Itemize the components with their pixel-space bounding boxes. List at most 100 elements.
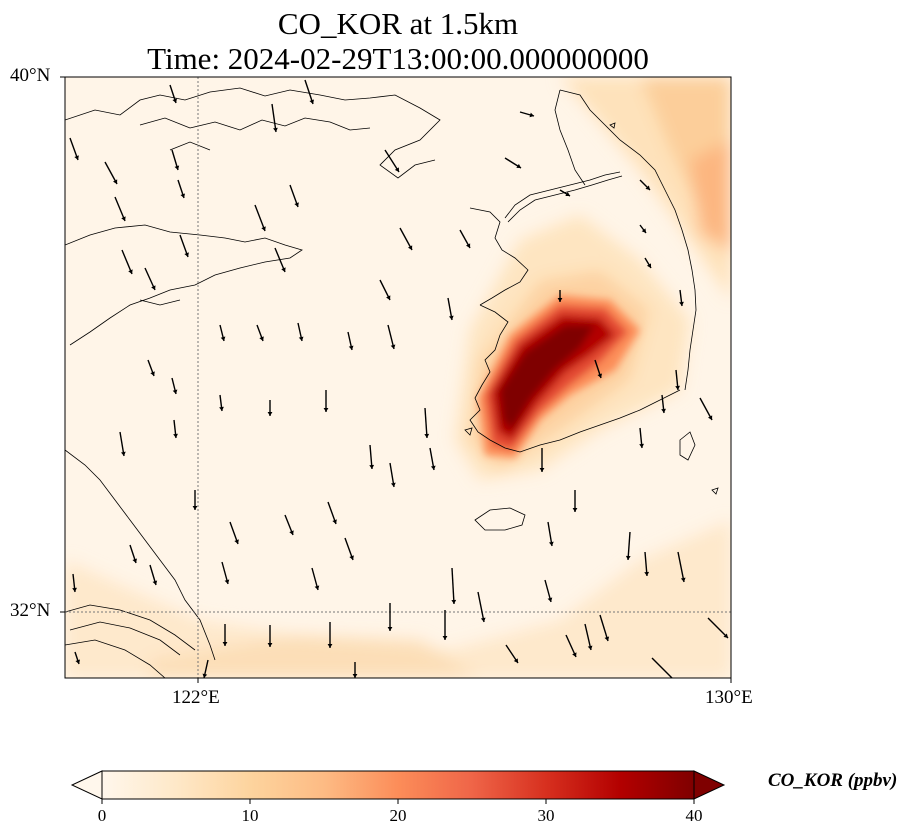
wind-vector: [651, 657, 673, 678]
wind-vector-head: [332, 519, 337, 524]
wind-vector-head: [184, 252, 189, 257]
wind-vector: [584, 623, 592, 651]
wind-vector-head: [267, 643, 273, 647]
wind-vector-head: [407, 245, 413, 250]
colorbar-gradient: [102, 771, 694, 799]
wind-vector-head: [174, 165, 180, 170]
colorbar-tick-20: 20: [389, 806, 407, 825]
wind-vector-head: [679, 301, 684, 306]
wind-vector-head: [539, 468, 545, 472]
wind-vector-head: [314, 585, 320, 590]
wind-vector: [389, 462, 395, 488]
wind-vector-head: [572, 508, 578, 512]
wind-vector-head: [529, 112, 534, 118]
wind-vector-head: [348, 345, 354, 350]
wind-vector-head: [173, 433, 178, 438]
wind-vector-head: [180, 193, 186, 198]
wind-vector: [114, 196, 126, 222]
wind-vector-head: [152, 580, 158, 585]
wind-vector-head: [465, 243, 471, 248]
wind-vector-head: [516, 163, 521, 168]
wind-vector-head: [128, 269, 133, 274]
wind-vector-head: [386, 295, 391, 300]
wind-vector-head: [639, 443, 644, 448]
wind-vector-head: [513, 658, 518, 663]
wind-vector: [119, 431, 125, 457]
wind-vector: [677, 551, 685, 583]
wind-vector: [369, 444, 373, 470]
wind-vector-head: [289, 530, 294, 535]
wind-vector-head: [352, 674, 358, 678]
wind-vector-head: [259, 336, 264, 341]
wind-vector-head: [151, 285, 156, 290]
wind-vector-head: [625, 555, 631, 560]
wind-vector-head: [349, 555, 354, 560]
axis-ticks: [60, 76, 732, 683]
wind-vector-head: [294, 202, 299, 207]
wind-vector-head: [222, 642, 228, 646]
wind-vector: [387, 324, 395, 350]
wind-vector-head: [644, 571, 650, 576]
colorbar-max-extend: [693, 770, 726, 800]
wind-vector-head: [267, 412, 273, 416]
wind-vector-head: [572, 652, 577, 657]
lat-tick-label-32n: 32°N: [10, 600, 51, 621]
wind-vector: [121, 249, 133, 275]
wind-vector-head: [641, 228, 646, 233]
wind-vector-head: [132, 558, 138, 563]
wind-vector-head: [390, 344, 396, 349]
wind-vector-head: [323, 408, 329, 412]
wind-vector-head: [369, 464, 375, 469]
lon-tick-label-122e: 122°E: [172, 687, 220, 708]
wind-vector-head: [112, 179, 118, 184]
wind-vector-head: [120, 451, 126, 456]
wind-vector-head: [597, 373, 603, 378]
wind-vector-head: [707, 415, 713, 420]
wind-vector-head: [261, 226, 266, 231]
wind-vector-head: [234, 539, 239, 544]
wind-vector-head: [387, 627, 393, 631]
wind-vector-head: [390, 482, 396, 487]
wind-vector-head: [587, 645, 593, 650]
wind-vector-head: [547, 597, 553, 602]
wind-vector: [565, 634, 577, 658]
wind-vector-head: [557, 298, 563, 302]
wind-vector-head: [298, 336, 304, 341]
wind-vector-head: [448, 315, 454, 320]
wind-vector-head: [72, 587, 77, 592]
gridlines: [65, 77, 731, 678]
wind-vector-head: [192, 506, 198, 510]
map-panel: [60, 76, 732, 683]
wind-vector-head: [394, 167, 399, 172]
wind-vector-head: [424, 433, 430, 438]
map-title: CO_KOR at 1.5km: [277, 6, 519, 41]
co-plume-core: [478, 295, 640, 458]
wind-vector: [399, 227, 413, 251]
wind-vector-head: [273, 127, 278, 132]
wind-vector: [384, 149, 400, 173]
wind-vector-head: [480, 617, 486, 622]
wind-vector-head: [451, 599, 457, 604]
wind-vector: [707, 617, 729, 639]
wind-vector: [451, 567, 455, 605]
wind-vector-head: [74, 155, 79, 160]
wind-vector-head: [172, 98, 178, 103]
wind-vector: [599, 614, 609, 642]
wind-vector-head: [281, 267, 286, 272]
wind-vector-head: [220, 336, 226, 341]
wind-vector-head: [565, 191, 570, 196]
colorbar-tick-0: 0: [97, 806, 107, 825]
wind-vector: [254, 204, 266, 232]
wind-vector-head: [202, 673, 208, 678]
wind-vector-head: [172, 389, 178, 394]
wind-vector-head: [604, 636, 610, 641]
wind-vector-head: [150, 371, 155, 376]
wind-vector: [424, 407, 428, 439]
wind-vectors: [69, 79, 729, 678]
lat-tick-label-40n: 40°N: [10, 65, 51, 86]
wind-vector-head: [219, 406, 224, 411]
wind-vector-head: [430, 465, 436, 470]
wind-vector: [104, 161, 118, 185]
wind-vector-head: [548, 541, 554, 546]
wind-vector-head: [121, 216, 126, 221]
